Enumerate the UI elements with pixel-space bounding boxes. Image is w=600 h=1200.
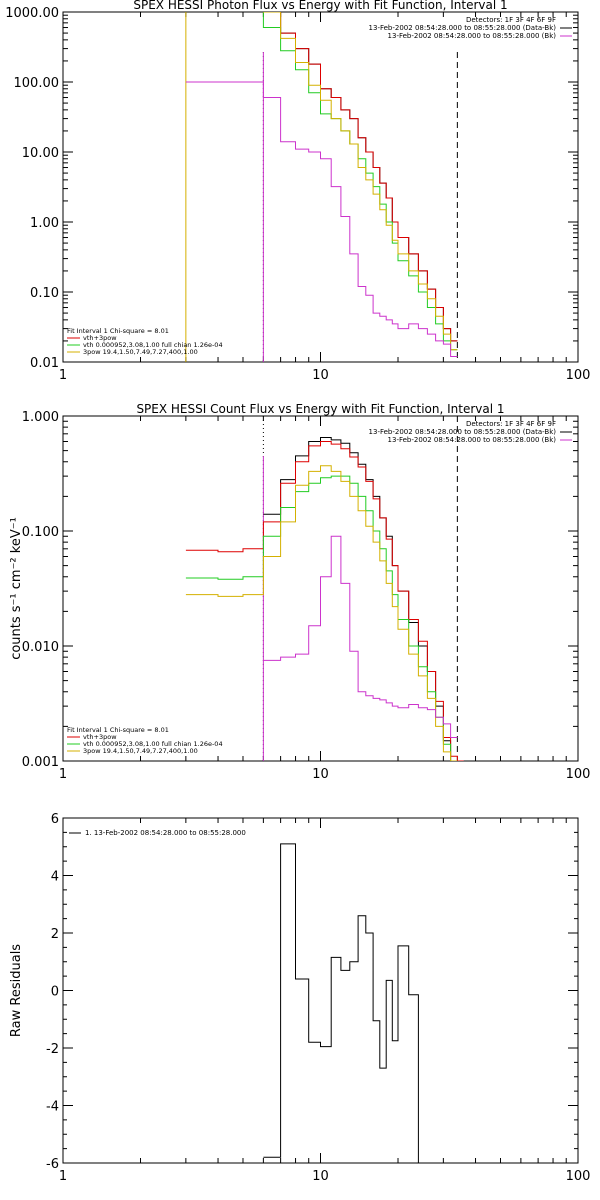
plot-frame [62,817,579,1164]
header-annotation: Detectors: 1F 3F 4F 6F 9F [466,16,556,24]
x-tick-label: 1 [59,368,67,383]
legend-entry: 1. 13-Feb-2002 08:54:28.000 to 08:55:28.… [85,829,246,837]
fit-legend-line: vth+3pow [83,733,117,741]
y-tick-label: 0 [51,985,59,1000]
series-vth-line [185,475,458,761]
y-tick-label: -6 [46,1157,59,1172]
y-tick-label: 0.01 [30,356,59,371]
y-tick-label: 1000.00 [5,6,59,21]
y-tick-label: -2 [46,1042,59,1057]
y-tick-label: 0.10 [30,286,59,301]
header-annotation: Detectors: 1F 3F 4F 6F 9F [466,420,556,428]
fit-legend-line: vth+3pow [83,334,117,342]
header-annotation: 13-Feb-2002 08:54:28.000 to 08:55:28.000… [388,32,557,40]
x-tick-label: 1 [59,767,67,782]
y-tick-label: 0.001 [22,755,59,770]
series-vth-3pow-line [185,441,464,761]
fit-legend-line: vth 0.000952,3.08,1.00 full chian 1.26e-… [83,341,223,349]
header-annotation: 13-Feb-2002 08:54:28.000 to 08:55:28.000… [369,428,557,436]
series-bk-line [185,81,458,357]
fit-legend-line: 3pow 19.4,1.50,7.49,7.27,400,1.00 [83,348,198,356]
x-tick-label: 10 [312,767,329,782]
x-tick-label: 10 [312,368,329,383]
series-bk-line [263,535,458,738]
x-tick-label: 100 [566,368,591,383]
series-vth-line [262,12,458,351]
y-axis-label: counts s⁻¹ cm⁻² keV⁻¹ [9,517,24,660]
y-tick-label: 10.00 [22,146,59,161]
plot-area [185,12,458,362]
series-data-bk-line [280,12,458,342]
y-tick-label: 1.000 [22,410,59,425]
x-tick-label: 100 [566,1169,591,1184]
y-tick-label: 0.100 [22,525,59,540]
fit-legend-line: 3pow 19.4,1.50,7.49,7.27,400,1.00 [83,747,198,755]
series-3pow-line [262,12,458,351]
y-tick-label: 0.010 [22,640,59,655]
chart-title: SPEX HESSI Photon Flux vs Energy with Fi… [133,0,507,12]
plot-area [185,416,464,761]
series-data-bk-line [263,437,464,761]
chart-title: SPEX HESSI Count Flux vs Energy with Fit… [136,402,504,416]
series-1-13-feb-2002-08-54-28-000-to-08-55-28-000-line [263,843,428,1163]
chart-1: SPEX HESSI Photon Flux vs Energy with Fi… [5,0,590,383]
y-tick-label: 6 [51,812,59,827]
x-tick-label: 1 [59,1169,67,1184]
plot-area [263,843,428,1163]
y-tick-label: 4 [51,870,59,885]
x-tick-label: 10 [312,1169,329,1184]
y-tick-label: 2 [51,927,59,942]
y-tick-label: 100.00 [14,76,60,91]
chart-3: Raw Residuals 1 10 100 6 4 2 0 -2 -4 -6 1. 13-Feb-2… [9,812,590,1184]
series-vth-3pow-line [280,12,458,342]
header-annotation: 13-Feb-2002 08:54:28.000 to 08:55:28.000… [388,436,557,444]
chart-2: SPEX HESSI Count Flux vs Energy with Fit… [9,402,590,782]
series-3pow-line [185,465,458,761]
fit-legend-line: Fit Interval 1 Chi-square = 8.01 [67,327,169,335]
y-tick-label: 1.00 [30,216,59,231]
fit-legend-line: Fit Interval 1 Chi-square = 8.01 [67,726,169,734]
fit-legend-line: vth 0.000952,3.08,1.00 full chian 1.26e-… [83,740,223,748]
x-tick-label: 100 [566,767,591,782]
y-tick-label: -4 [46,1100,59,1115]
y-axis-label: Raw Residuals [9,944,24,1037]
header-annotation: 13-Feb-2002 08:54:28.000 to 08:55:28.000… [369,24,557,32]
